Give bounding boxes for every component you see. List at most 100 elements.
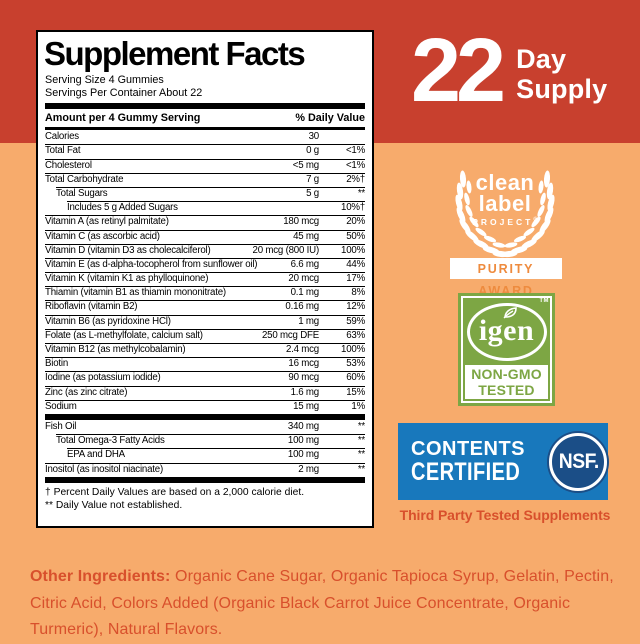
nutrient-amount: 30: [308, 131, 320, 143]
panel-title: Supplement Facts: [44, 35, 306, 72]
table-row: Inositol (as inositol niacinate) 2 mg **: [45, 462, 365, 477]
nutrient-name: Total Omega-3 Fatty Acids: [56, 435, 165, 447]
nutrient-name: Inositol (as inositol niacinate): [45, 463, 163, 475]
nutrient-daily-value: 17%: [346, 273, 365, 285]
nutrient-amount: 7 g: [306, 173, 319, 185]
table-row: Folate (as L-methylfolate, calcium salt)…: [45, 328, 365, 343]
day-supply: 22 Day Supply: [411, 21, 608, 121]
nutrient-daily-value: **: [357, 449, 365, 461]
serving-size: Serving Size 4 Gummies: [45, 74, 164, 86]
nutrient-daily-value: 44%: [346, 258, 365, 270]
nsf-contents-certified-badge: CONTENTS CERTIFIED NSF.: [398, 423, 608, 500]
clean-label-line1: clean: [475, 170, 535, 195]
nutrient-name: Sodium: [45, 400, 77, 412]
row-separator: [45, 286, 365, 288]
registered-mark: ®: [533, 217, 538, 223]
table-row: Vitamin E (as d-alpha-tocopherol from su…: [45, 257, 365, 272]
footnote-daily-values: † Percent Daily Values are based on a 2,…: [45, 486, 305, 498]
other-ingredients-label: Other Ingredients:: [30, 568, 171, 585]
supply-line-2: Supply: [516, 74, 608, 104]
igen-non-gmo-badge: TM igen NON-GMO TESTED: [458, 293, 555, 406]
nutrient-name: Vitamin K (vitamin K1 as phylloquinone): [45, 273, 209, 285]
clean-label-project-line: PROJECT®: [472, 216, 538, 227]
row-separator: [45, 371, 365, 373]
table-row: EPA and DHA 100 mg **: [45, 448, 365, 462]
table-row: Iodine (as potassium iodide) 90 mcg 60%: [45, 371, 365, 385]
other-ingredients-text: Organic Cane Sugar, Organic Tapioca Syru…: [30, 568, 614, 638]
nutrient-name: Riboflavin (vitamin B2): [45, 301, 138, 313]
table-row: Riboflavin (vitamin B2) 0.16 mg 12%: [45, 300, 365, 314]
footnote-not-established: ** Daily Value not established.: [45, 500, 183, 512]
row-separator: [45, 462, 365, 464]
nutrient-name: Total Sugars: [56, 187, 108, 199]
table-row: Vitamin K (vitamin K1 as phylloquinone) …: [45, 272, 365, 286]
nutrient-name: Folate (as L-methylfolate, calcium salt): [45, 329, 203, 341]
nsf-contents-line: CONTENTS: [411, 438, 525, 460]
nutrient-name: Total Fat: [45, 145, 81, 157]
clean-label-project-badge: clean label PROJECT®: [448, 167, 562, 259]
nutrient-daily-value: 8%: [351, 287, 365, 299]
nutrient-name: Vitamin D (vitamin D3 as cholecalciferol…: [45, 244, 211, 256]
nutrient-daily-value: 60%: [346, 372, 365, 384]
non-gmo-line: NON-GMO: [471, 366, 542, 382]
row-separator: [45, 300, 365, 302]
nutrient-daily-value: **: [357, 435, 365, 447]
table-row: Includes 5 g Added Sugars 10%†: [45, 201, 365, 215]
nutrient-daily-value: **: [357, 463, 365, 475]
third-party-tagline: Third Party Tested Supplements: [399, 507, 611, 523]
row-separator: [67, 448, 365, 450]
nutrient-daily-value: **: [357, 420, 365, 432]
row-separator: [45, 385, 365, 387]
col-amount-header: Amount per 4 Gummy Serving: [45, 112, 201, 125]
nutrient-amount: 100 mg: [287, 449, 319, 461]
nutrient-daily-value: 1%: [351, 400, 365, 412]
table-row: Biotin 16 mcg 53%: [45, 357, 365, 371]
nutrient-amount: 15 mg: [293, 400, 319, 412]
nutrient-daily-value: <1%: [345, 145, 365, 157]
table-row: Total Omega-3 Fatty Acids 100 mg **: [45, 434, 365, 448]
nutrient-amount: 20 mcg: [288, 273, 319, 285]
igen-logo: igen: [463, 298, 550, 365]
nsf-text: CONTENTS CERTIFIED: [398, 438, 547, 485]
nutrient-name: Vitamin B6 (as pyridoxine HCl): [45, 315, 171, 327]
trademark-mark: TM: [539, 298, 549, 304]
table-row: Zinc (as zinc citrate) 1.6 mg 15%: [45, 385, 365, 400]
nutrient-name: Vitamin C (as ascorbic acid): [45, 230, 160, 242]
supply-count: 22: [411, 21, 506, 121]
table-row: Vitamin A (as retinyl palmitate) 180 mcg…: [45, 215, 365, 229]
row-separator: [45, 243, 365, 245]
nutrient-name: Fish Oil: [45, 420, 77, 432]
table-row: Fish Oil 340 mg **: [45, 420, 365, 434]
row-separator: [45, 314, 365, 316]
nutrient-name: Zinc (as zinc citrate): [45, 386, 128, 398]
nsf-logo-icon: NSF.: [549, 432, 608, 491]
nutrient-daily-value: 53%: [346, 358, 365, 370]
nutrient-name: EPA and DHA: [67, 449, 125, 461]
nutrient-name: Cholesterol: [45, 159, 92, 171]
nutrient-daily-value: <1%: [345, 159, 365, 171]
nutrient-name: Biotin: [45, 358, 69, 370]
igen-frame: TM igen NON-GMO TESTED: [461, 296, 552, 403]
row-separator: [45, 229, 365, 231]
table-row: Vitamin C (as ascorbic acid) 45 mg 50%: [45, 229, 365, 244]
nutrient-daily-value: 2%†: [346, 173, 365, 185]
table-row: Sodium 15 mg 1%: [45, 399, 365, 414]
nutrient-amount: 340 mg: [287, 420, 319, 432]
row-separator: [45, 328, 365, 330]
nutrient-amount: 1.6 mg: [290, 386, 320, 398]
supplement-facts-panel: Supplement Facts Serving Size 4 Gummies …: [36, 30, 374, 528]
nutrient-daily-value: 100%: [341, 244, 365, 256]
nutrient-daily-value: 100%: [341, 344, 365, 355]
facts-table-body: Calories 30 Total Fat 0 g <1% Cholestero…: [45, 130, 365, 477]
row-separator: [45, 215, 365, 217]
row-separator: [56, 434, 365, 436]
tested-line: TESTED: [478, 382, 535, 398]
row-separator: [45, 272, 365, 274]
divider-medium: [45, 127, 365, 131]
nutrient-name: Vitamin E (as d-alpha-tocopherol from su…: [45, 258, 258, 270]
row-separator: [67, 201, 365, 203]
nutrient-name: Vitamin B12 (as methylcobalamin): [45, 344, 186, 355]
igen-oval-icon: igen: [466, 302, 547, 361]
nutrient-name: Total Carbohydrate: [45, 173, 124, 185]
